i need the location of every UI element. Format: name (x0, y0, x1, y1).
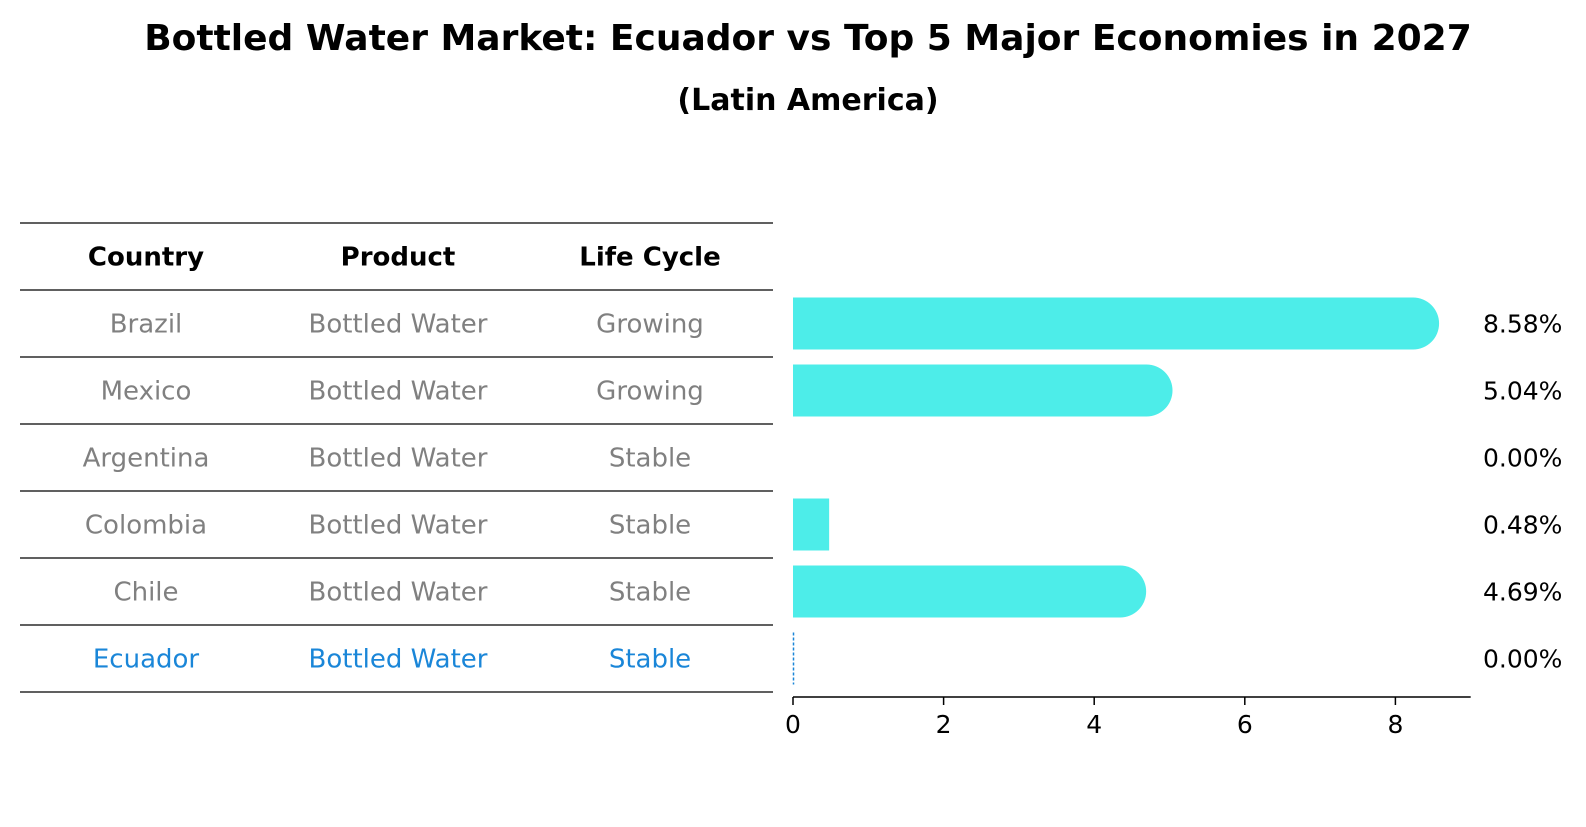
table-header-cell: Product (341, 243, 456, 273)
data-label: 4.69% (1483, 578, 1562, 607)
table-cell: Stable (609, 645, 691, 675)
table-cell: Stable (609, 444, 691, 474)
bar-colombia (793, 498, 830, 551)
table-layer: Country Product Life Cycle Brazil Bottled Wa… (20, 222, 773, 693)
x-tick-label: 2 (936, 710, 952, 739)
table-cell: Colombia (85, 511, 207, 541)
table-cell: Bottled Water (309, 511, 488, 541)
table-cell: Mexico (101, 377, 192, 407)
data-label: 0.48% (1483, 511, 1562, 540)
table-cell: Bottled Water (309, 578, 488, 608)
x-tick-label: 0 (785, 710, 801, 739)
data-label: 0.00% (1483, 444, 1562, 473)
table-cell: Growing (596, 377, 704, 407)
chart-subtitle: (Latin America) (677, 83, 938, 118)
x-tick-label: 6 (1237, 710, 1253, 739)
table-cell: Ecuador (93, 645, 200, 675)
table-header-cell: Country (88, 243, 204, 273)
table-cell: Stable (609, 578, 691, 608)
bar-chile (793, 565, 1147, 618)
x-tick-label: 4 (1086, 710, 1102, 739)
table-cell: Bottled Water (309, 444, 488, 474)
table-cell: Brazil (110, 310, 183, 340)
table-cell: Chile (113, 578, 178, 608)
table-cell: Growing (596, 310, 704, 340)
x-tick-label: 8 (1387, 710, 1403, 739)
table-cell: Bottled Water (309, 310, 488, 340)
bar-brazil (793, 297, 1440, 350)
bar-mexico (793, 364, 1173, 417)
bars-layer: 8.58% 5.04% 0.00% 0.48% 4.69% 0.00% (792, 297, 1562, 685)
table-cell: Argentina (83, 444, 210, 474)
chart-title: Bottled Water Market: Ecuador vs Top 5 M… (144, 18, 1472, 59)
table-cell: Stable (609, 511, 691, 541)
data-label: 8.58% (1483, 310, 1562, 339)
table-cell: Bottled Water (309, 645, 488, 675)
table-cell: Bottled Water (309, 377, 488, 407)
data-label: 0.00% (1483, 645, 1562, 674)
x-axis: 0 2 4 6 8 (785, 696, 1471, 739)
table-header-cell: Life Cycle (579, 243, 720, 273)
data-label: 5.04% (1483, 377, 1562, 406)
